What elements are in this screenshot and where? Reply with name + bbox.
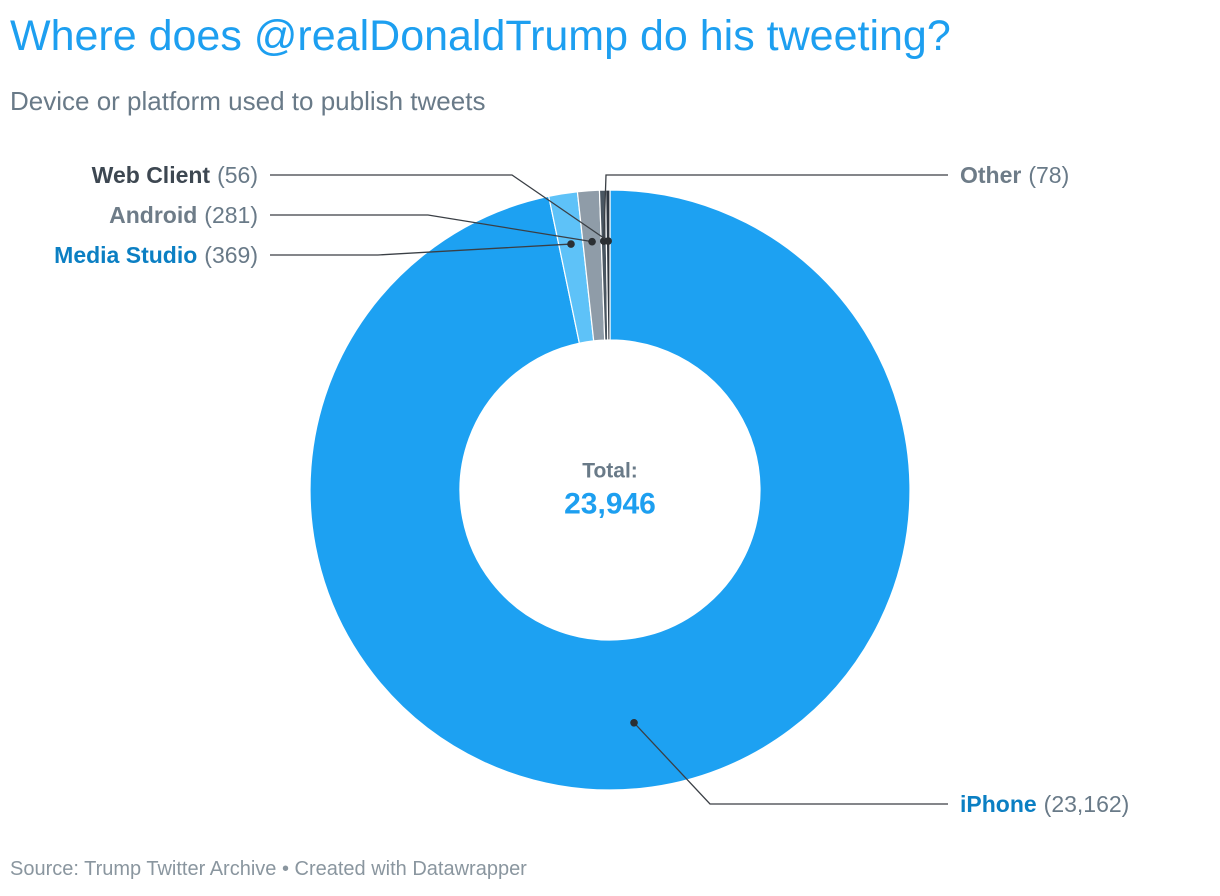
data-label-other: Other (78) xyxy=(960,162,1069,188)
total-value: 23,946 xyxy=(564,488,656,521)
label-name: iPhone xyxy=(960,791,1037,817)
label-name: Media Studio xyxy=(54,242,197,268)
leader-dot-media-studio xyxy=(567,240,575,248)
label-value: (23,162) xyxy=(1044,791,1130,817)
leader-line-media-studio xyxy=(270,243,572,256)
leader-dot-iphone xyxy=(630,718,638,727)
label-value: (56) xyxy=(217,162,258,188)
label-web-client: Web Client (56) xyxy=(92,162,612,245)
label-name: Android xyxy=(109,202,197,228)
label-iphone: iPhone (23,162) xyxy=(630,718,1129,817)
leader-line-other xyxy=(603,174,948,242)
chart-subtitle: Device or platform used to publish tweet… xyxy=(10,86,486,116)
chart-title: Where does @realDonaldTrump do his tweet… xyxy=(10,12,951,60)
leader-dot-android xyxy=(588,237,596,246)
data-label-android: Android (281) xyxy=(109,202,258,228)
slice-web-client[interactable] xyxy=(604,189,611,341)
label-name: Other xyxy=(960,162,1021,188)
label-value: (369) xyxy=(204,242,258,268)
source-footer: Source: Trump Twitter Archive • Created … xyxy=(10,858,527,880)
total-caption: Total: xyxy=(582,460,638,483)
label-value: (281) xyxy=(204,202,258,228)
slice-iphone[interactable] xyxy=(309,189,911,791)
label-android: Android (281) xyxy=(109,202,596,246)
label-name: Web Client xyxy=(92,162,211,188)
label-media-studio: Media Studio (369) xyxy=(54,240,575,268)
leader-line-iphone xyxy=(633,722,948,805)
leader-dot-web-client xyxy=(604,237,612,245)
leader-line-web-client xyxy=(270,174,609,242)
label-value: (78) xyxy=(1028,162,1069,188)
label-other: Other (78) xyxy=(599,162,1069,245)
leader-line-android xyxy=(270,214,593,243)
data-label-web-client: Web Client (56) xyxy=(92,162,258,188)
data-label-iphone: iPhone (23,162) xyxy=(960,791,1129,817)
data-label-media-studio: Media Studio (369) xyxy=(54,242,258,268)
